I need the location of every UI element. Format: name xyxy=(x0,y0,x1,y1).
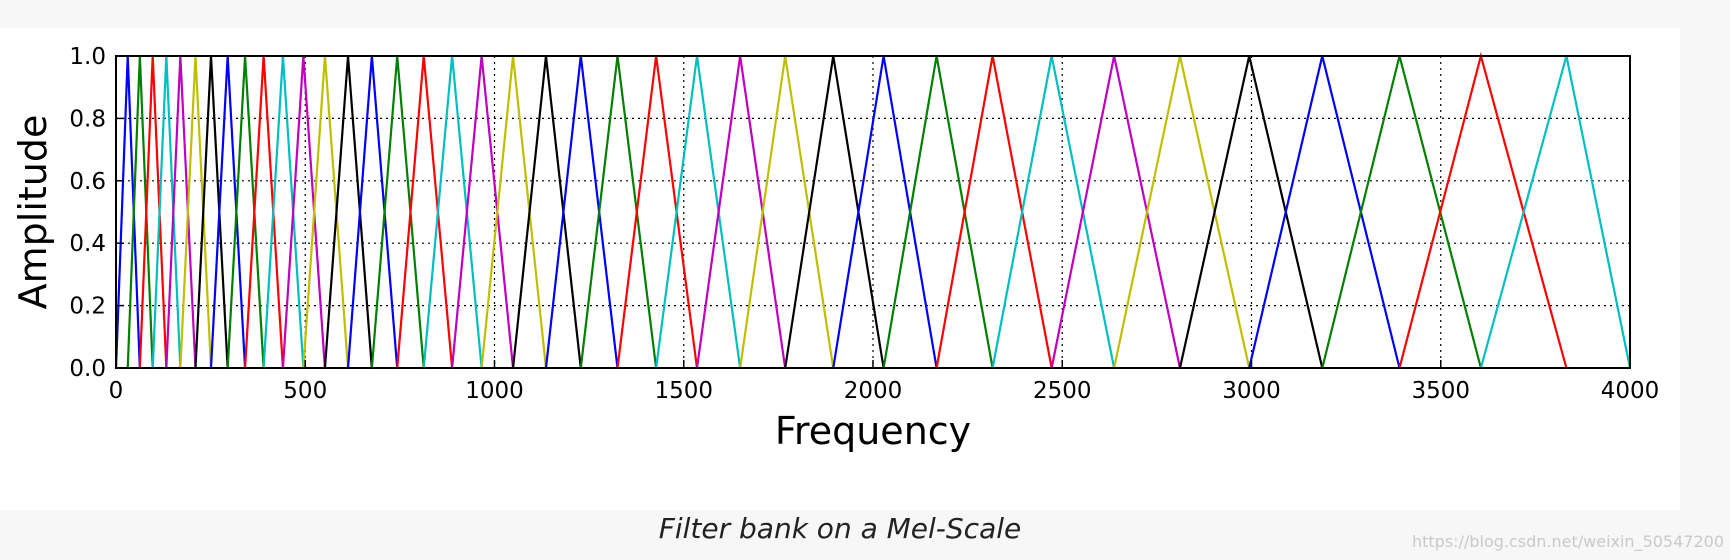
y-axis: 0.0 0.2 0.4 0.6 0.8 1.0 xyxy=(69,44,124,382)
x-tick-label: 1500 xyxy=(654,378,713,404)
filter-11-line xyxy=(262,55,305,369)
filter-34-line xyxy=(1113,55,1251,369)
x-tick-label: 3500 xyxy=(1411,378,1470,404)
filter-24-line xyxy=(616,55,699,369)
x-tick-label: 2000 xyxy=(844,378,903,404)
filter-1-line xyxy=(114,55,141,369)
filter-29-line xyxy=(832,55,938,369)
filter-12-line xyxy=(281,55,327,369)
filter-16-line xyxy=(370,55,425,369)
x-tick-label: 1000 xyxy=(465,378,524,404)
x-tick-label: 0 xyxy=(109,378,124,404)
filter-2-line xyxy=(126,55,154,369)
x-tick-label: 2500 xyxy=(1033,378,1092,404)
figure-caption: Filter bank on a Mel-Scale xyxy=(658,512,1022,545)
filter-7-line xyxy=(194,55,229,369)
filter-3-line xyxy=(138,55,168,369)
filter-5-line xyxy=(165,55,197,369)
chart: 0 500 1000 1500 2000 2500 3000 3500 4000 0.00.20… xyxy=(11,44,1660,453)
filter-39-line xyxy=(1479,55,1632,369)
filter-27-line xyxy=(739,55,835,369)
filter-20-line xyxy=(480,55,548,369)
filter-23-line xyxy=(579,55,658,369)
filter-38-line xyxy=(1398,51,1568,369)
y-tick-label: 0.2 xyxy=(69,294,106,320)
y-tick-label: 0.8 xyxy=(69,106,106,132)
filter-32-line xyxy=(991,55,1116,369)
filter-26-line xyxy=(695,55,787,369)
x-tick-label: 500 xyxy=(283,378,327,404)
filter-8-line xyxy=(209,55,247,369)
x-tick-label: 3000 xyxy=(1222,378,1281,404)
y-axis-label: Amplitude xyxy=(11,115,55,310)
filter-36-line xyxy=(1248,55,1401,369)
filter-13-line xyxy=(302,55,350,369)
filter-25-line xyxy=(655,55,742,369)
x-tick-label: 4000 xyxy=(1601,378,1660,404)
y-tick-label: 0.0 xyxy=(69,356,106,382)
grid xyxy=(115,55,1631,369)
filter-33-line xyxy=(1050,55,1182,369)
watermark: https://blog.csdn.net/weixin_50547200 xyxy=(1411,532,1724,551)
y-tick-label: 0.4 xyxy=(69,231,106,257)
x-axis: 0 500 1000 1500 2000 2500 3000 3500 4000 xyxy=(109,360,1660,404)
filter-22-line xyxy=(544,55,619,369)
filter-9-line xyxy=(226,55,265,369)
filter-30-line xyxy=(882,55,994,369)
filter-19-line xyxy=(451,55,515,369)
filter-31-line xyxy=(935,55,1053,369)
filter-21-line xyxy=(511,55,582,369)
filter-18-line xyxy=(422,55,483,369)
filter-4-line xyxy=(151,55,182,369)
y-tick-label: 1.0 xyxy=(69,44,106,70)
filter-10-line xyxy=(243,55,285,369)
filter-15-line xyxy=(346,55,399,369)
filter-28-line xyxy=(784,55,885,369)
filter-17-line xyxy=(396,55,454,369)
filter-14-line xyxy=(323,55,373,369)
filter-37-line xyxy=(1321,55,1482,369)
chart-figure: 0 500 1000 1500 2000 2500 3000 3500 4000 0.0 0.2 0… xyxy=(0,28,1680,510)
x-axis-label: Frequency xyxy=(775,409,971,453)
filter-6-line xyxy=(179,55,213,369)
y-tick-label: 0.6 xyxy=(69,169,106,195)
